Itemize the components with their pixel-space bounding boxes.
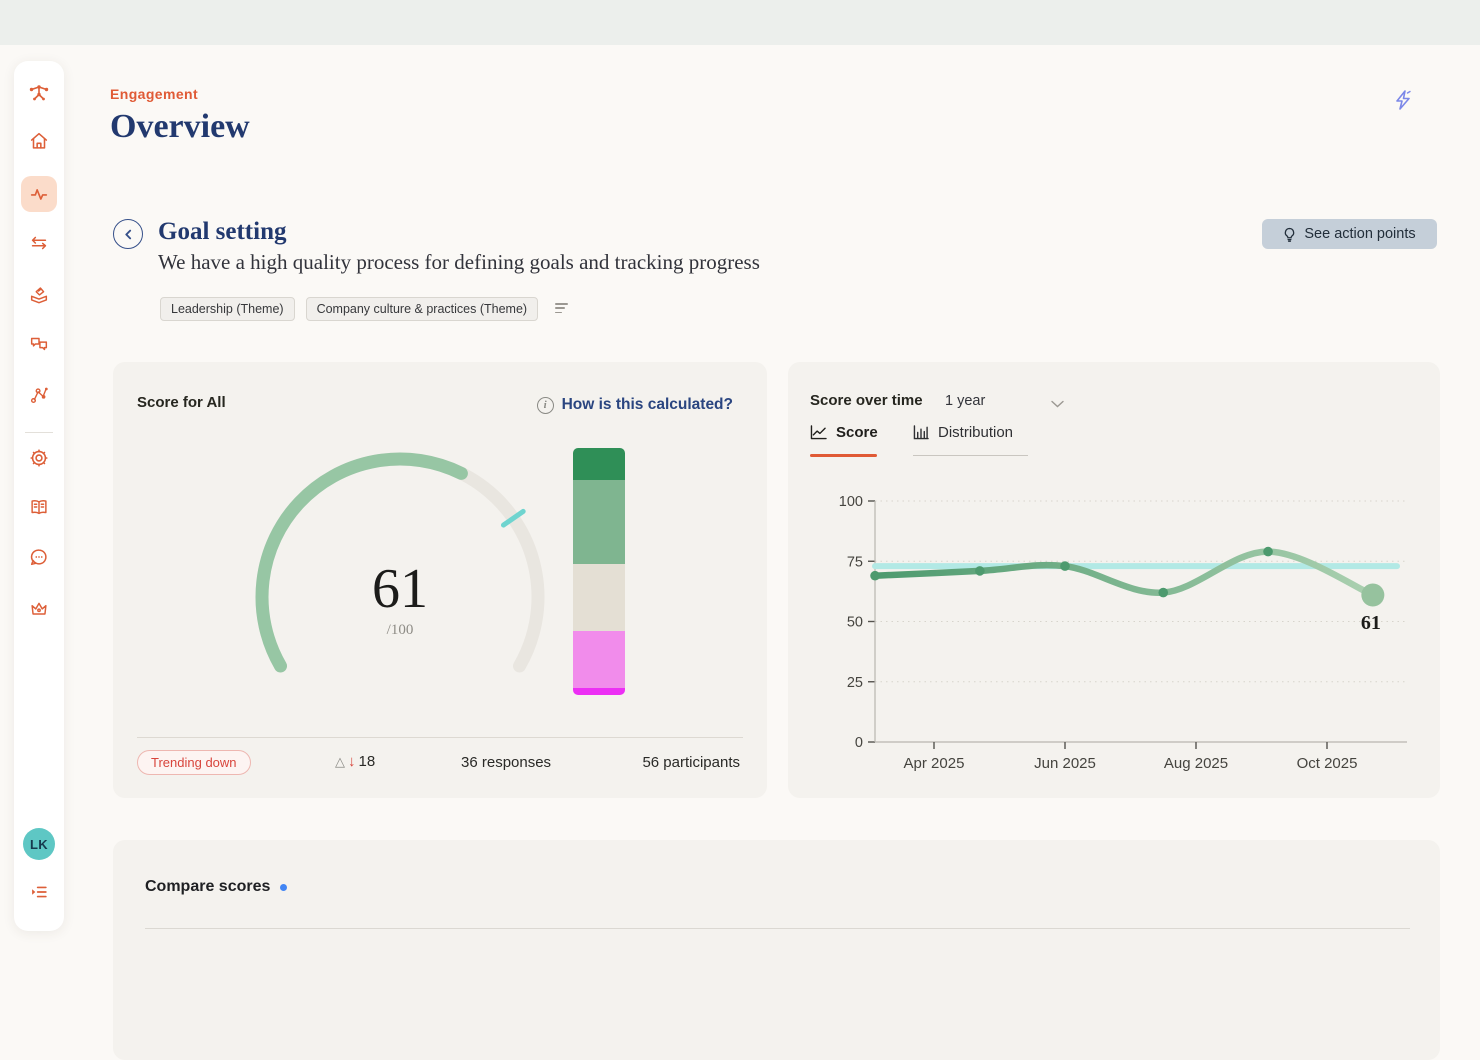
line-chart-icon xyxy=(810,425,827,440)
inactive-tab-underline xyxy=(913,455,1028,456)
collapse-menu-icon[interactable] xyxy=(21,874,57,910)
compare-divider xyxy=(145,928,1410,929)
tag-leadership[interactable]: Leadership (Theme) xyxy=(160,297,295,321)
score-card-title: Score for All xyxy=(137,394,226,411)
svg-text:Apr 2025: Apr 2025 xyxy=(904,755,965,772)
responses-count: 36 responses xyxy=(461,754,551,771)
info-icon: i xyxy=(537,397,554,414)
settings-gear-icon[interactable] xyxy=(21,440,57,476)
chat-dots-icon[interactable] xyxy=(21,539,57,575)
avatar[interactable]: LK xyxy=(23,828,55,860)
ballot-box-icon[interactable] xyxy=(21,276,57,312)
scatter-graph-icon[interactable] xyxy=(21,377,57,413)
see-action-points-label: See action points xyxy=(1304,226,1415,242)
book-open-icon[interactable] xyxy=(21,489,57,525)
score-card-divider xyxy=(137,737,743,738)
svg-text:Jun 2025: Jun 2025 xyxy=(1034,755,1096,772)
time-range-select[interactable]: 1 year xyxy=(945,393,985,409)
home-icon[interactable] xyxy=(21,123,57,159)
sidebar: LK xyxy=(14,61,64,931)
segment-pink xyxy=(573,631,625,688)
trend-badge: Trending down xyxy=(137,750,251,775)
score-value: 61 xyxy=(300,557,500,621)
change-value: 18 xyxy=(359,753,376,770)
svg-text:Oct 2025: Oct 2025 xyxy=(1297,755,1358,772)
pulse-icon[interactable] xyxy=(21,176,57,212)
question-title: Goal setting xyxy=(158,218,286,246)
bar-chart-icon xyxy=(913,425,929,440)
chart-card-title: Score over time xyxy=(810,392,923,409)
back-button[interactable] xyxy=(113,219,143,249)
tab-score-label: Score xyxy=(836,424,878,441)
delta-icon: △ xyxy=(335,754,345,770)
compare-scores-card: Compare scores xyxy=(113,840,1440,1060)
tab-distribution-label: Distribution xyxy=(938,424,1013,441)
lightbulb-icon xyxy=(1283,227,1296,242)
compare-scores-label: Compare scores xyxy=(145,878,270,896)
question-subtitle: We have a high quality process for defin… xyxy=(158,250,760,275)
see-action-points-button[interactable]: See action points xyxy=(1262,219,1437,249)
score-line-chart: 0 25 50 75 100 Apr 2025 Jun 2025 Aug 2025 Oct 20… xyxy=(788,492,1440,792)
svg-text:75: 75 xyxy=(847,554,863,570)
text-lines-icon[interactable] xyxy=(555,303,569,315)
how-calculated-label: How is this calculated? xyxy=(562,396,733,414)
active-tab-underline xyxy=(810,454,877,457)
segment-green xyxy=(573,480,625,564)
svg-text:100: 100 xyxy=(839,494,863,510)
svg-text:0: 0 xyxy=(855,735,863,751)
segment-magenta xyxy=(573,688,625,695)
svg-text:50: 50 xyxy=(847,615,863,631)
crown-icon[interactable] xyxy=(21,590,57,626)
sidebar-divider xyxy=(25,432,53,433)
chat-bubbles-icon[interactable] xyxy=(21,326,57,362)
new-indicator-dot xyxy=(280,884,287,891)
score-card: Score for All i How is this calculated? … xyxy=(113,362,767,798)
tab-score[interactable]: Score xyxy=(810,424,878,441)
svg-text:Aug 2025: Aug 2025 xyxy=(1164,755,1228,772)
distribution-stacked-bar xyxy=(573,448,625,695)
lightning-icon[interactable] xyxy=(1394,90,1412,110)
tag-company-culture[interactable]: Company culture & practices (Theme) xyxy=(306,297,539,321)
score-change: △ ↓ 18 xyxy=(335,753,375,770)
compare-scores-title: Compare scores xyxy=(145,878,287,896)
score-max: /100 xyxy=(300,622,500,639)
svg-text:61: 61 xyxy=(1361,612,1381,634)
page-title: Overview xyxy=(110,108,250,146)
top-strip xyxy=(0,0,1480,45)
swap-arrows-icon[interactable] xyxy=(21,225,57,261)
segment-beige xyxy=(573,564,625,631)
chevron-down-icon xyxy=(1051,395,1064,413)
score-over-time-card: Score over time 1 year Score Distributio… xyxy=(788,362,1440,798)
participants-count: 56 participants xyxy=(642,754,740,771)
theme-tags: Leadership (Theme) Company culture & pra… xyxy=(160,297,569,321)
how-calculated-link[interactable]: i How is this calculated? xyxy=(537,396,733,414)
app-logo-icon[interactable] xyxy=(21,75,57,111)
arrow-down-icon: ↓ xyxy=(348,753,356,770)
segment-dark-green xyxy=(573,448,625,480)
breadcrumb: Engagement xyxy=(110,86,198,102)
tab-distribution[interactable]: Distribution xyxy=(913,424,1013,441)
svg-text:25: 25 xyxy=(847,675,863,691)
